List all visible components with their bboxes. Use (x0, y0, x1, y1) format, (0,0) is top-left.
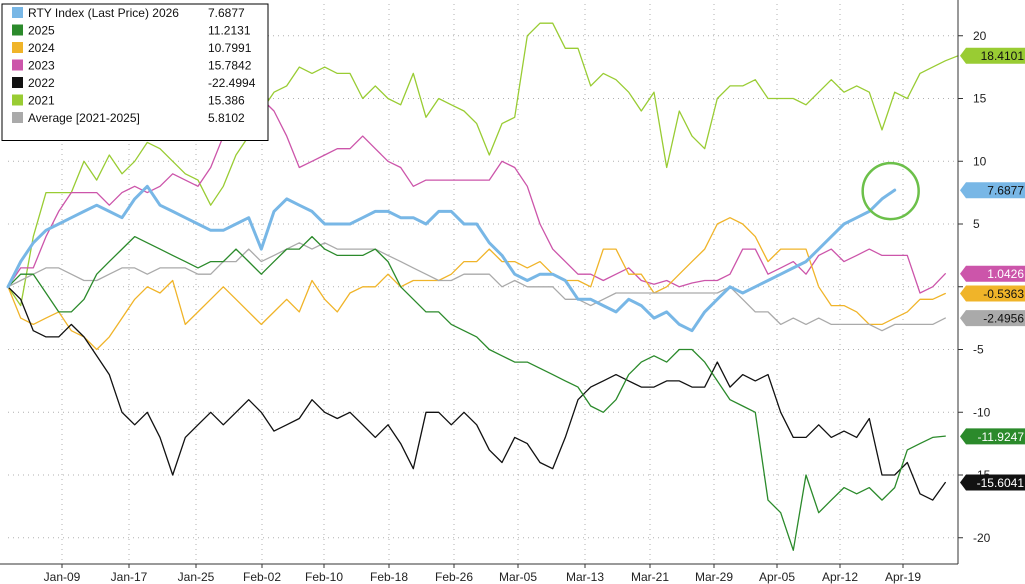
series-line-1 (7, 97, 946, 294)
end-label-text: 18.4101 (981, 49, 1025, 63)
legend-swatch (12, 112, 23, 123)
series-line-6 (6, 184, 897, 333)
x-tick-label: Mar-29 (695, 570, 733, 584)
highlight-circle (861, 161, 920, 221)
end-label-tag (960, 474, 1025, 491)
legend-label: 2023 (28, 59, 55, 73)
legend-swatch (12, 24, 23, 36)
end-label-tag (960, 182, 1025, 199)
legend-swatch (12, 7, 23, 18)
end-label-tag (960, 47, 1025, 64)
y-tick-label: 15 (973, 92, 987, 106)
x-tick-label: Apr-12 (822, 570, 858, 584)
x-tick-label: Mar-13 (566, 570, 604, 584)
y-tick-label: 20 (973, 29, 987, 43)
end-labels: 18.4101 7.6877 1.0426 -0.5363 -2.4956 -11.924… (960, 47, 1025, 491)
legend-swatch (12, 77, 23, 88)
legend-label: 2022 (28, 76, 55, 90)
x-tick-label: Apr-05 (759, 570, 795, 584)
y-tick-label: -5 (973, 343, 984, 357)
x-tick-label: Feb-26 (435, 570, 473, 584)
legend-swatch (12, 42, 23, 53)
x-tick-label: Jan-09 (44, 570, 81, 584)
x-tick-label: Feb-18 (370, 570, 408, 584)
series-line-4 (7, 286, 946, 501)
x-tick-label: Jan-17 (111, 570, 148, 584)
series-line-2 (7, 217, 946, 351)
x-tick-label: Feb-10 (305, 570, 343, 584)
end-label-tag (960, 310, 1025, 327)
legend-value: 5.8102 (208, 111, 245, 125)
y-tick-label: -20 (973, 531, 991, 545)
legend-box (1, 3, 269, 141)
axes: 2015105-5-10-15-20Jan-09Jan-17Jan-25Feb-… (0, 0, 991, 584)
legend-label: 2024 (28, 41, 55, 55)
legend: RTY Index (Last Price) 2026 7.6877 2025 11.… (1, 3, 269, 141)
x-tick-label: Jan-25 (178, 570, 215, 584)
legend-label: 2025 (28, 24, 55, 38)
legend-swatch (12, 59, 23, 71)
legend-value: 15.386 (208, 94, 245, 108)
end-label-text: -11.9247 (978, 430, 1025, 444)
y-tick-label: 10 (973, 154, 987, 168)
series-lines (6, 22, 959, 551)
y-tick-label: 5 (973, 217, 980, 231)
x-tick-label: Mar-05 (499, 570, 537, 584)
legend-value: 10.7991 (208, 41, 252, 55)
x-tick-label: Mar-21 (631, 570, 669, 584)
x-tick-label: Apr-19 (885, 570, 921, 584)
y-tick-label: -10 (973, 405, 991, 419)
end-label-text: 1.0426 (987, 267, 1024, 281)
legend-value: 11.2131 (208, 24, 251, 38)
legend-value: 15.7842 (208, 59, 252, 73)
legend-value: 7.6877 (208, 6, 245, 20)
gridlines (8, 4, 958, 564)
series-line-3 (7, 242, 946, 332)
annotations (861, 161, 920, 221)
x-tick-label: Feb-02 (243, 570, 281, 584)
end-label-text: 7.6877 (987, 184, 1024, 198)
legend-label: Average [2021-2025] (28, 111, 140, 125)
end-label-text: -2.4956 (983, 312, 1024, 326)
legend-label: 2021 (28, 94, 55, 108)
end-label-text: -15.6041 (977, 476, 1025, 490)
end-label-tag (960, 428, 1025, 445)
end-label-text: -0.5363 (983, 287, 1024, 301)
end-label-tag (960, 265, 1025, 282)
series-line-5 (7, 235, 946, 551)
end-label-tag (960, 285, 1025, 302)
legend-value: -22.4994 (208, 76, 256, 90)
legend-label: RTY Index (Last Price) 2026 (28, 6, 179, 20)
series-line-0 (7, 22, 959, 307)
legend-swatch (12, 94, 23, 106)
